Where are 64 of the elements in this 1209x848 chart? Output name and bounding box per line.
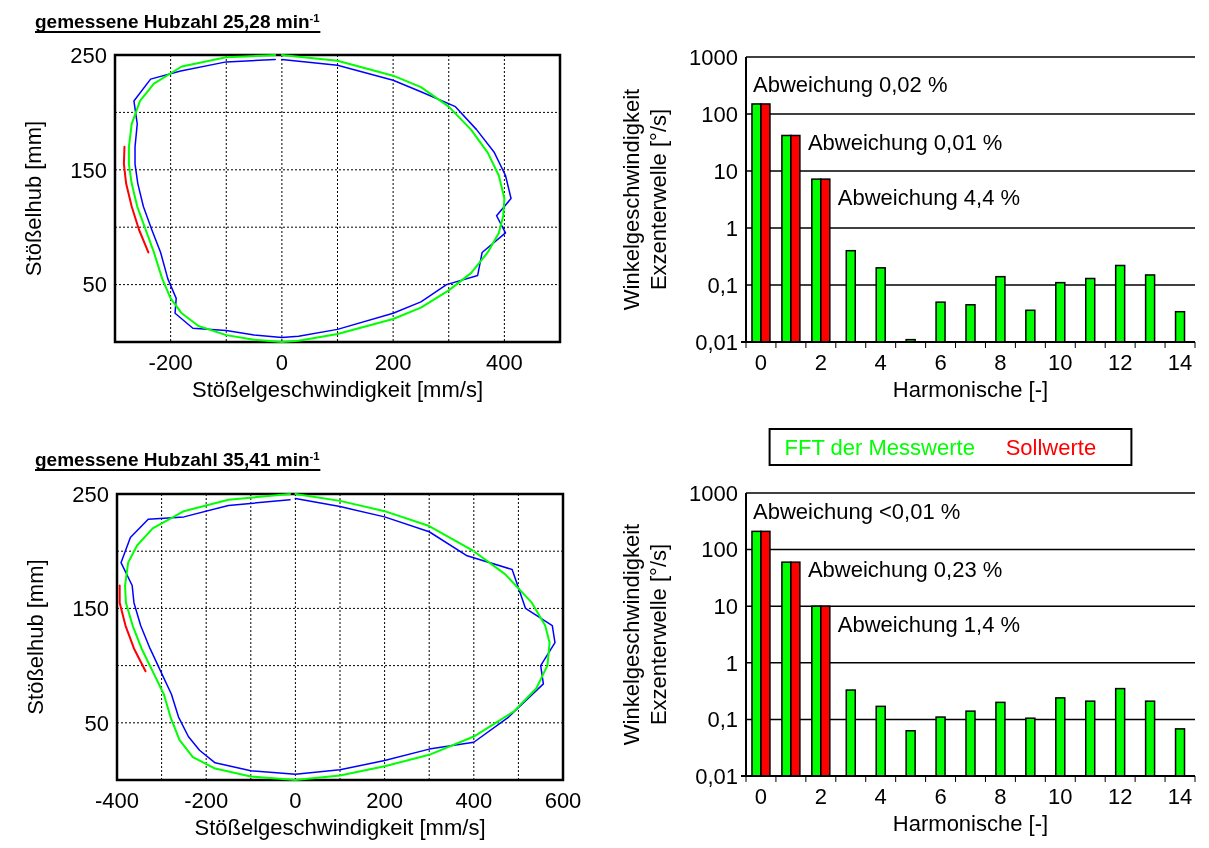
x-tick-label: 10 (1048, 784, 1073, 809)
y-tick-label: 0,01 (695, 763, 738, 789)
x-tick-label: 200 (366, 788, 403, 813)
y-axis-title: Stößelhub [mm] (20, 120, 46, 277)
annotation: Abweichung <0,01 % (753, 499, 961, 525)
x-tick-label: 400 (486, 350, 523, 375)
x-axis-title: Harmonische [-] (892, 377, 1049, 402)
x-tick-label: 6 (934, 784, 947, 809)
line-series (122, 145, 150, 254)
x-tick-label: 400 (455, 788, 493, 813)
x-tick-label: 8 (994, 784, 1007, 809)
y-tick-label: 250 (70, 42, 107, 68)
x-tick-label: 14 (1167, 784, 1193, 809)
x-tick-label: 8 (994, 350, 1007, 375)
y-tick-label: 1 (725, 215, 738, 241)
y-tick-label: 0,1 (707, 272, 738, 298)
x-axis-title: Stößelgeschwindigkeit [mm/s] (194, 815, 486, 840)
annotation: Abweichung 0,02 % (753, 71, 948, 97)
chart-title: gemessene Hubzahl 35,41 min$^{-1}$ (35, 449, 321, 470)
y-axis-title: Winkelgeschwindigkeit Exzenterwelle [°/s] (619, 88, 671, 311)
text: FFT der Messwerte (784, 434, 975, 460)
annotation: Abweichung 4,4 % (837, 184, 1021, 210)
y-tick-label: 10 (713, 593, 738, 619)
y-tick-label: 150 (70, 157, 107, 183)
annotation: Abweichung 0,01 % (807, 130, 1003, 156)
x-tick-label: 2 (814, 784, 827, 809)
y-tick-label: 1000 (689, 44, 738, 70)
x-tick-label: 6 (934, 350, 947, 375)
x-tick-label: 2 (814, 350, 827, 375)
x-tick-label: -200 (148, 350, 193, 375)
x-tick-label: 200 (374, 350, 412, 375)
y-tick-label: 100 (701, 101, 738, 127)
line-series (118, 584, 147, 673)
x-tick-label: 0 (754, 350, 768, 375)
y-axis-title: Stößelhub [mm] (22, 559, 48, 715)
x-tick-label: 10 (1048, 350, 1073, 375)
annotation: Abweichung 0,23 % (807, 556, 1003, 582)
x-axis-title: Stößelgeschwindigkeit [mm/s] (192, 377, 483, 402)
x-tick-label: 12 (1107, 350, 1133, 375)
y-axis-title: Winkelgeschwindigkeit Exzenterwelle [°/s] (619, 523, 671, 746)
y-tick-label: 1 (725, 650, 738, 676)
y-tick-label: 10 (713, 158, 738, 184)
x-tick-label: -200 (184, 788, 229, 813)
y-tick-label: 1000 (689, 480, 738, 506)
y-tick-label: 250 (72, 481, 109, 507)
x-tick-label: -400 (94, 788, 140, 813)
x-tick-label: 0 (289, 788, 302, 813)
x-tick-label: 600 (544, 788, 582, 813)
x-tick-label: 4 (874, 350, 887, 375)
y-tick-label: 50 (84, 710, 109, 736)
y-tick-label: 0,01 (695, 329, 738, 355)
y-tick-label: 50 (82, 272, 107, 298)
y-tick-label: 100 (701, 537, 738, 563)
y-tick-label: 150 (72, 596, 109, 622)
chart-title: gemessene Hubzahl 25,28 min$^{-1}$ (35, 11, 321, 32)
x-tick-label: 0 (275, 350, 288, 375)
x-tick-label: 0 (754, 784, 768, 809)
x-axis-title: Harmonische [-] (892, 811, 1049, 836)
text: Sollwerte (1005, 434, 1097, 460)
y-tick-label: 0,1 (707, 707, 738, 733)
x-tick-label: 12 (1107, 784, 1133, 809)
annotation: Abweichung 1,4 % (837, 611, 1021, 637)
x-tick-label: 14 (1167, 350, 1193, 375)
x-tick-label: 4 (874, 784, 887, 809)
